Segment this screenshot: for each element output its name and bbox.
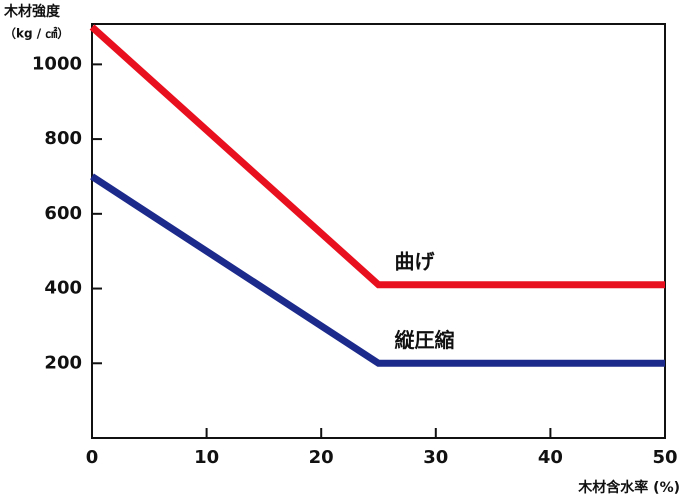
x-axis-label: 木材含水率 (%) <box>577 479 680 496</box>
series-label: 曲げ <box>395 249 436 273</box>
series-line <box>90 173 665 367</box>
series-line <box>89 24 665 289</box>
x-tick-label: 20 <box>309 447 334 468</box>
y-axis-unit: （kg / ㎠） <box>4 26 69 41</box>
series-label: 縦圧縮 <box>395 328 455 352</box>
plot-frame <box>91 23 666 439</box>
y-tick-label: 800 <box>44 128 82 149</box>
y-tick-label: 400 <box>44 278 82 299</box>
y-tick-label: 200 <box>44 352 82 373</box>
x-tick-label: 40 <box>538 447 563 468</box>
x-tick-label: 50 <box>652 447 677 468</box>
y-axis-label: 木材強度 <box>3 3 61 20</box>
y-tick-label: 600 <box>44 203 82 224</box>
x-tick-label: 0 <box>86 447 99 468</box>
x-tick-label: 10 <box>194 447 219 468</box>
x-tick-label: 30 <box>423 447 448 468</box>
y-tick-label: 1000 <box>32 53 82 74</box>
